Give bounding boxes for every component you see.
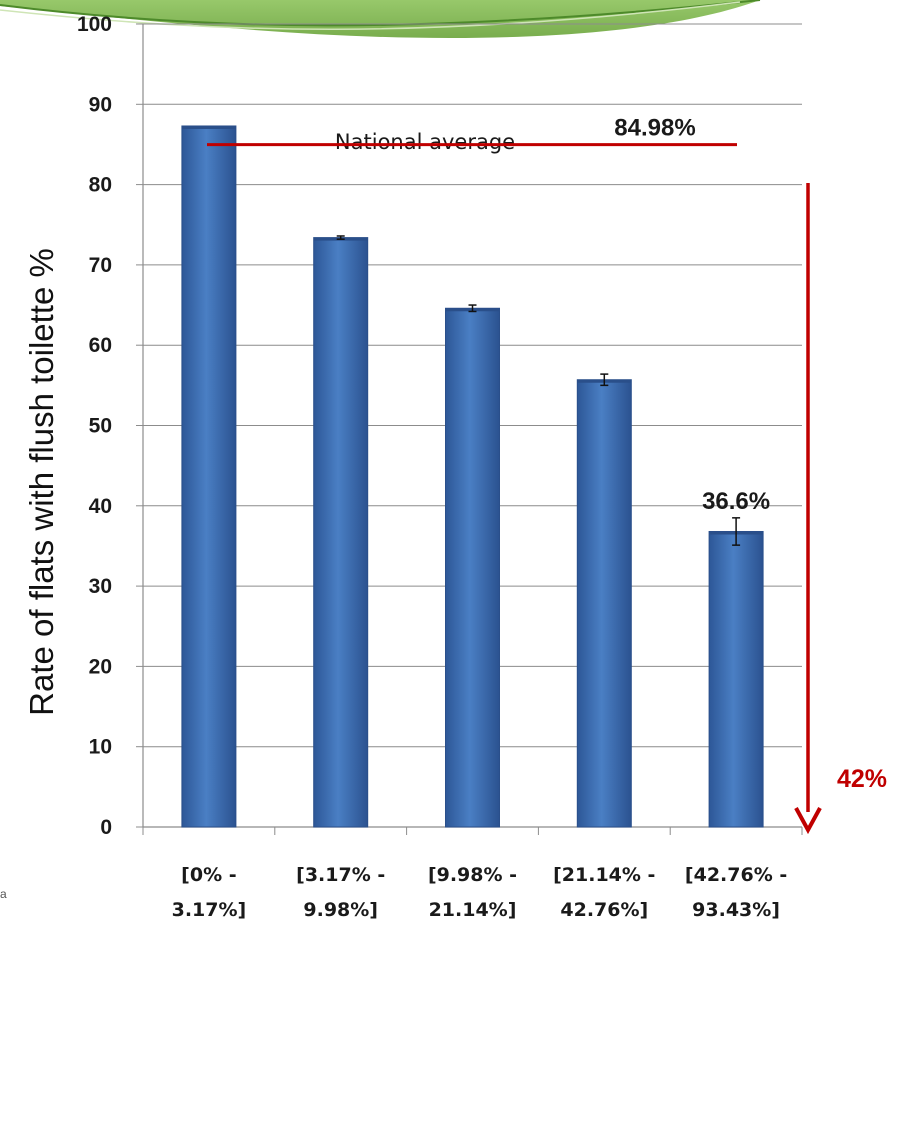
y-tick-label: 0 (100, 816, 112, 839)
national-average-value: 84.98% (614, 115, 695, 142)
x-category-label: [3.17% - (296, 864, 385, 886)
y-tick-label: 30 (89, 575, 112, 598)
y-tick-label: 50 (89, 415, 112, 438)
y-tick-label: 20 (89, 655, 112, 678)
avg-label-background (280, 118, 570, 158)
bar (708, 530, 764, 828)
x-category-label: [21.14% - (553, 864, 655, 886)
error-bars (336, 235, 741, 546)
x-category-label: 42.76%] (560, 899, 648, 921)
y-axis-label: Rate of flats with flush toilette % (23, 248, 60, 716)
y-tick-labels: 0 10 20 30 40 50 60 70 80 90 100 (77, 13, 112, 839)
x-category-label: 93.43%] (692, 899, 780, 921)
x-category-label: 21.14%] (429, 899, 517, 921)
bar (313, 237, 369, 828)
x-category-labels: [0% - 3.17%] [3.17% - 9.98%] [9.98% - 21.14%]… (172, 864, 788, 921)
bars (181, 125, 764, 828)
bar (576, 379, 632, 828)
x-category-label: 3.17%] (172, 899, 247, 921)
national-average-label: National average (335, 130, 515, 154)
drop-arrow-head (794, 807, 822, 835)
y-tick-label: 80 (89, 174, 112, 197)
x-category-label: [42.76% - (685, 864, 787, 886)
drop-arrow-label: 42% (837, 765, 887, 793)
x-category-label: 9.98%] (303, 899, 378, 921)
y-tick-label: 100 (77, 13, 112, 36)
x-category-label: [9.98% - (428, 864, 517, 886)
decorative-banner (0, 0, 761, 38)
bar-cap (181, 125, 236, 129)
y-tick-label: 90 (89, 93, 112, 116)
y-tick-label: 40 (89, 495, 112, 518)
bar (181, 125, 237, 828)
y-tick-label: 10 (89, 736, 112, 759)
bar (445, 307, 500, 828)
x-category-label: [0% - (181, 864, 236, 886)
last-bar-value-annotation: 36.6% (702, 488, 770, 515)
national-average-reference: National average 84.98% (207, 115, 737, 158)
drop-arrow: 42% (794, 183, 887, 835)
y-tick-label: 60 (89, 334, 112, 357)
cropped-side-text: a (0, 887, 7, 901)
y-tick-label: 70 (89, 254, 112, 277)
